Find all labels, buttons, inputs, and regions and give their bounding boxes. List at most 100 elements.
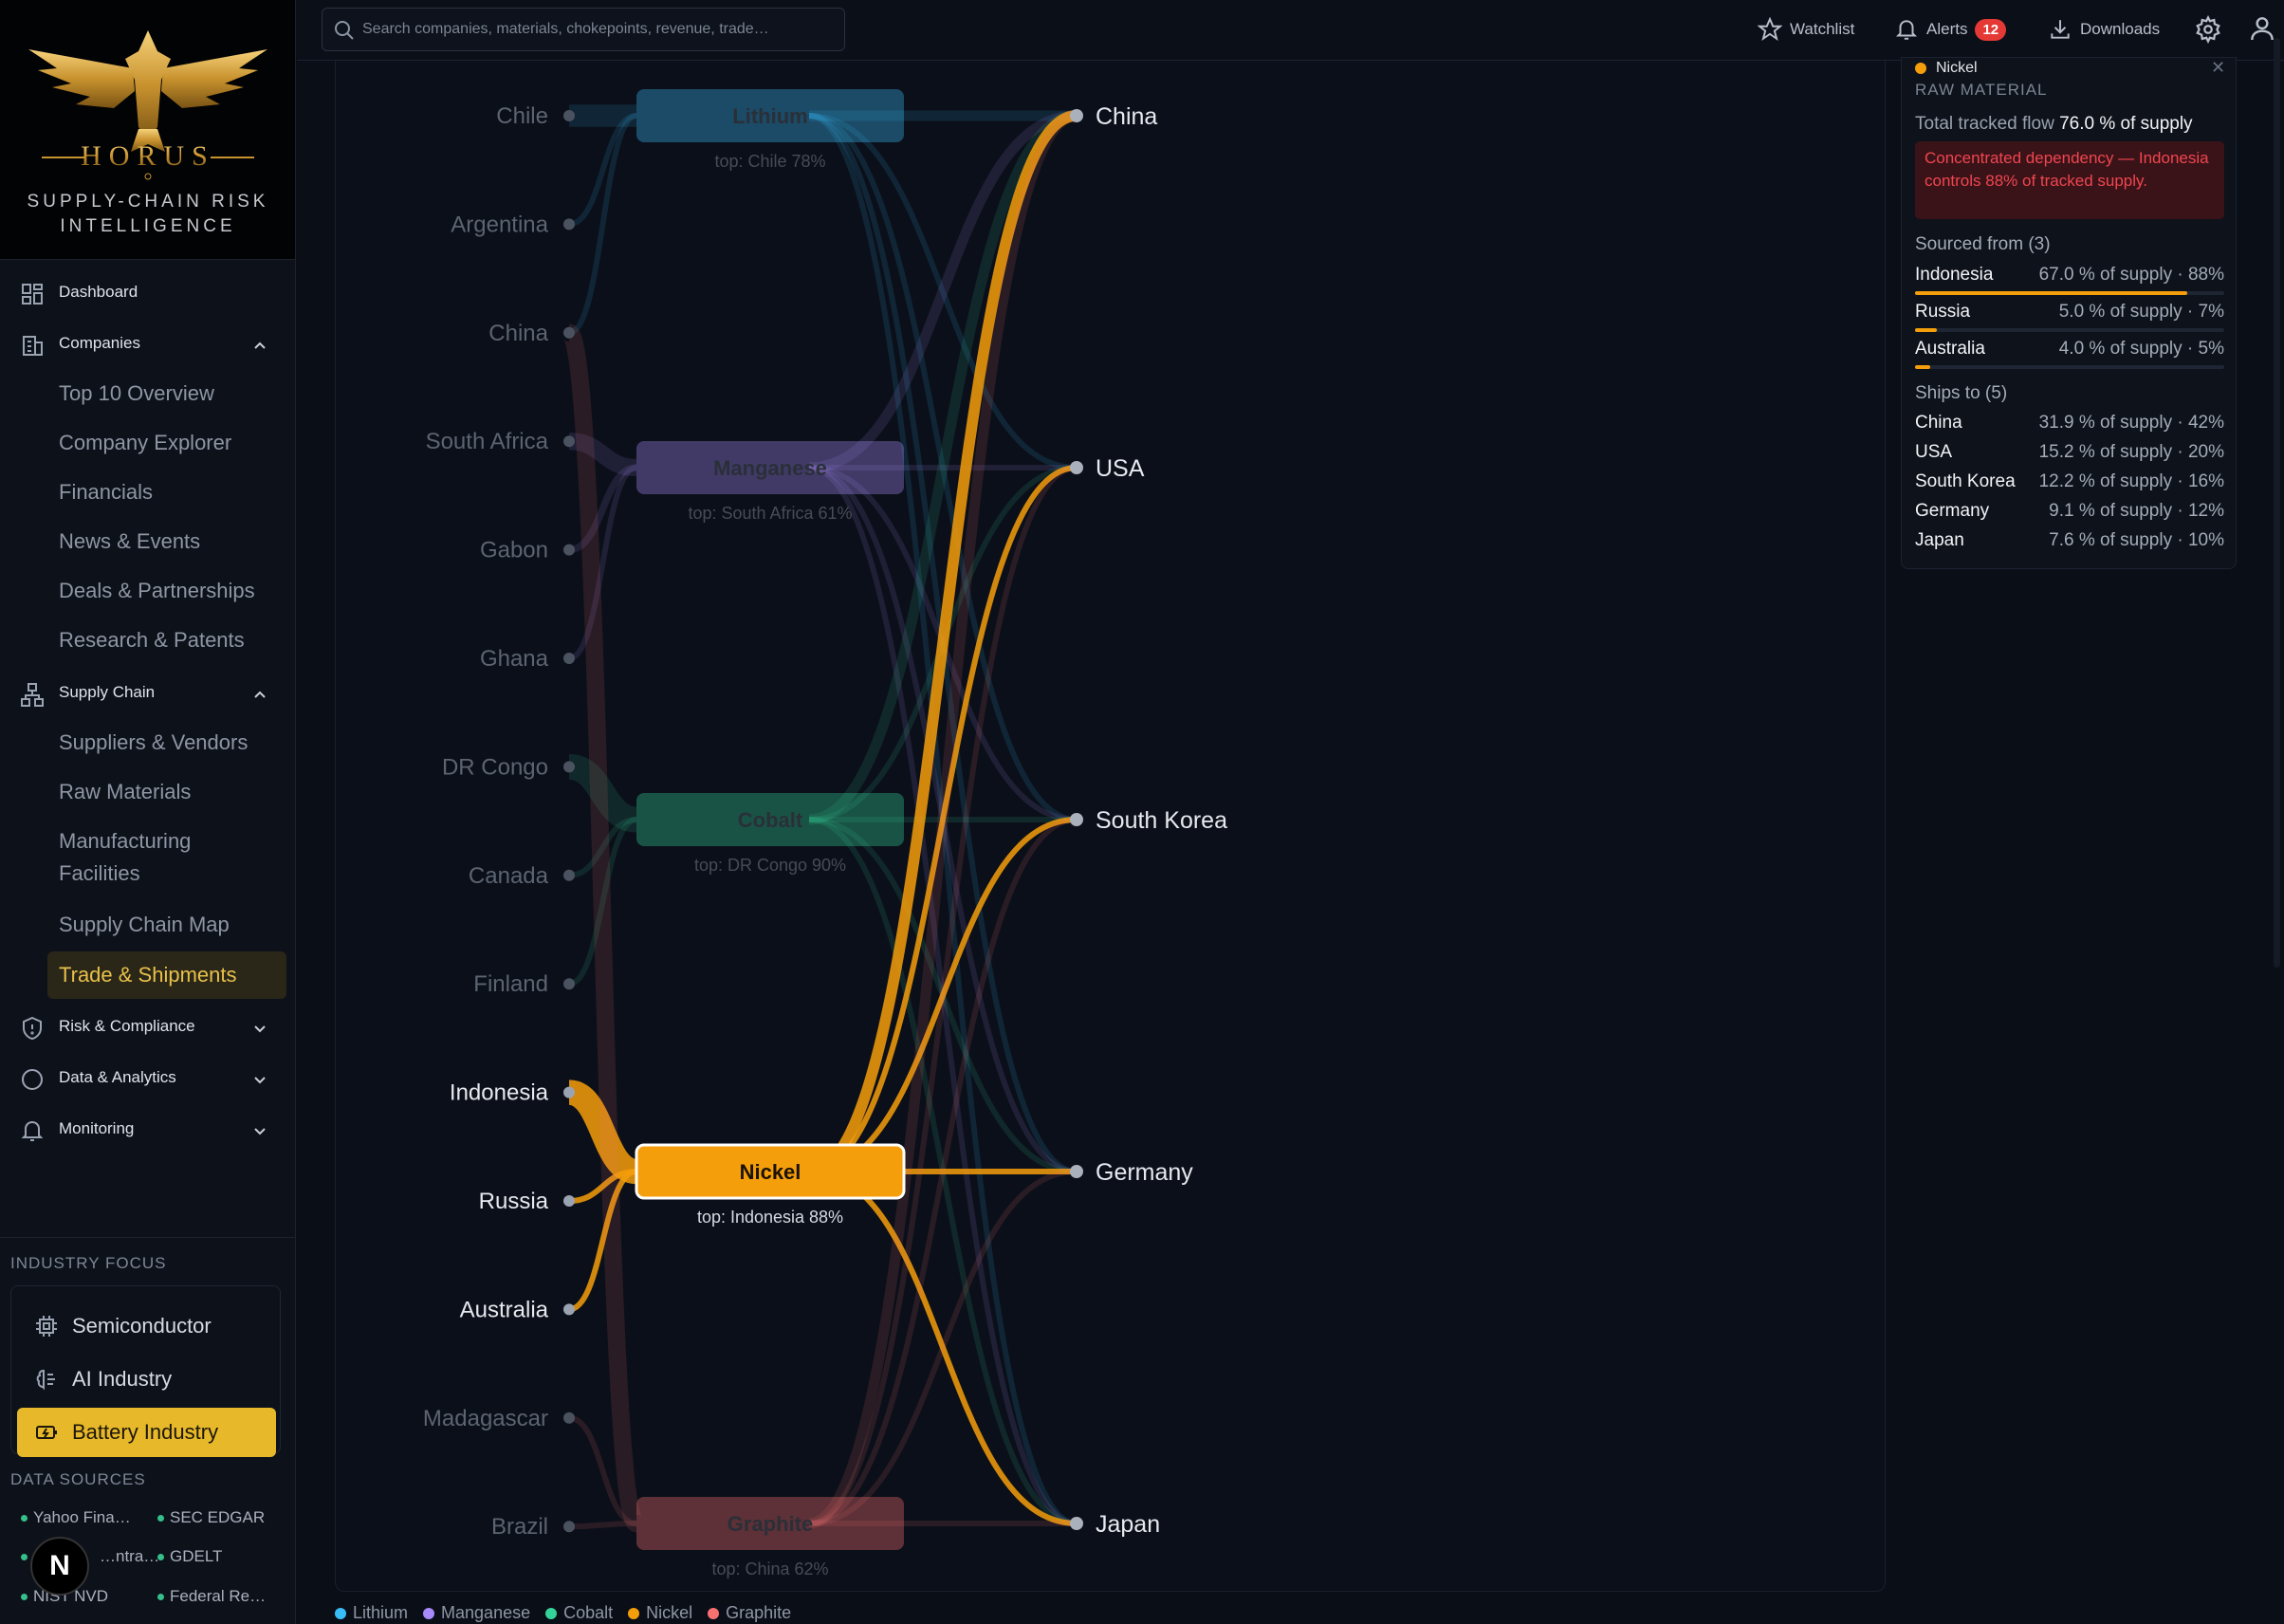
source-node-dot[interactable] bbox=[563, 326, 575, 339]
legend-item[interactable]: Nickel bbox=[628, 1603, 692, 1623]
data-source-federal-reserve[interactable]: Federal Re… bbox=[157, 1587, 266, 1606]
destination-node-label[interactable]: South Korea bbox=[1096, 807, 1227, 834]
destination-node-label[interactable]: Germany bbox=[1096, 1159, 1193, 1186]
nav-financials[interactable]: Financials bbox=[59, 480, 154, 504]
user-icon[interactable] bbox=[2247, 13, 2277, 44]
ships-row[interactable]: USA 15.2 % of supply · 20% bbox=[1915, 442, 2224, 465]
destination-node-label[interactable]: Japan bbox=[1096, 1511, 1160, 1538]
source-node-label[interactable]: South Africa bbox=[426, 429, 549, 454]
nav-manufacturing[interactable]: Manufacturing bbox=[59, 829, 192, 853]
supply-chain-sankey[interactable]: Chile Argentina China South Africa Gabon Ghan… bbox=[335, 61, 1886, 1597]
nav-risk-compliance[interactable]: Risk & Compliance bbox=[0, 1007, 296, 1045]
source-node-label[interactable]: Argentina bbox=[451, 212, 548, 237]
inflow-link[interactable] bbox=[560, 323, 646, 1533]
destination-node-dot[interactable] bbox=[1070, 1517, 1083, 1530]
source-node-dot[interactable] bbox=[563, 653, 575, 664]
outflow-link[interactable] bbox=[808, 113, 1078, 822]
legend-item[interactable]: Manganese bbox=[423, 1603, 530, 1623]
destination-node-dot[interactable] bbox=[1070, 1165, 1083, 1178]
destination-node-dot[interactable] bbox=[1070, 109, 1083, 122]
destination-node-dot[interactable] bbox=[1070, 813, 1083, 826]
outflow-link[interactable] bbox=[808, 817, 1078, 1526]
source-node-label[interactable]: Chile bbox=[496, 103, 548, 129]
next-badge[interactable]: N bbox=[30, 1537, 89, 1596]
industry-semiconductor[interactable]: Semiconductor bbox=[17, 1301, 276, 1351]
source-node-dot[interactable] bbox=[563, 1521, 575, 1533]
inflow-link[interactable] bbox=[568, 817, 637, 987]
inflow-link[interactable] bbox=[567, 753, 638, 833]
close-icon[interactable]: ✕ bbox=[2211, 58, 2226, 77]
inflow-link[interactable] bbox=[568, 1414, 637, 1526]
nav-supply-chain-map[interactable]: Supply Chain Map bbox=[59, 913, 230, 936]
material-node[interactable] bbox=[636, 441, 904, 494]
nav-dashboard[interactable]: Dashboard bbox=[0, 273, 296, 311]
inflow-link[interactable] bbox=[568, 465, 637, 661]
material-node[interactable] bbox=[636, 1497, 904, 1550]
nav-facilities[interactable]: Facilities bbox=[59, 861, 140, 885]
nav-supply-chain[interactable]: Supply Chain bbox=[0, 674, 296, 711]
outflow-link[interactable] bbox=[808, 113, 1078, 471]
nav-research-patents[interactable]: Research & Patents bbox=[59, 628, 245, 652]
material-node[interactable] bbox=[635, 1143, 906, 1200]
nav-raw-materials[interactable]: Raw Materials bbox=[59, 780, 192, 803]
source-node-dot[interactable] bbox=[563, 1412, 575, 1424]
ships-row[interactable]: China 31.9 % of supply · 42% bbox=[1915, 413, 2224, 435]
sourced-row[interactable]: Indonesia 67.0 % of supply · 88% bbox=[1915, 265, 2224, 287]
chevron-up-icon[interactable] bbox=[250, 685, 269, 704]
alerts-button[interactable]: Alerts 12 bbox=[1894, 13, 2007, 46]
data-source-gdelt[interactable]: GDELT bbox=[157, 1547, 222, 1566]
outflow-link[interactable] bbox=[808, 110, 1078, 825]
inflow-link[interactable] bbox=[566, 1080, 639, 1185]
industry-ai[interactable]: AI Industry bbox=[17, 1355, 276, 1404]
outflow-link[interactable] bbox=[808, 465, 1078, 1526]
source-node-dot[interactable] bbox=[563, 869, 575, 881]
source-node-label[interactable]: China bbox=[488, 321, 548, 346]
gear-icon[interactable] bbox=[2194, 15, 2222, 44]
nav-deals-partnerships[interactable]: Deals & Partnerships bbox=[59, 579, 255, 602]
material-node[interactable] bbox=[636, 793, 904, 846]
sourced-row[interactable]: Australia 4.0 % of supply · 5% bbox=[1915, 339, 2224, 361]
chevron-down-icon[interactable] bbox=[250, 1121, 269, 1140]
inflow-link[interactable] bbox=[568, 433, 637, 477]
source-node-label[interactable]: Canada bbox=[469, 863, 549, 889]
downloads-button[interactable]: Downloads bbox=[2048, 13, 2160, 46]
scrollbar[interactable] bbox=[2274, 38, 2280, 968]
outflow-link[interactable] bbox=[808, 110, 1078, 473]
source-node-label[interactable]: Finland bbox=[473, 971, 548, 997]
source-node-dot[interactable] bbox=[563, 110, 575, 121]
chevron-down-icon[interactable] bbox=[250, 1019, 269, 1038]
data-source-yahoo[interactable]: Yahoo Fina… bbox=[21, 1508, 131, 1527]
legend-item[interactable]: Graphite bbox=[708, 1603, 791, 1623]
ships-row[interactable]: Germany 9.1 % of supply · 12% bbox=[1915, 501, 2224, 524]
nav-companies[interactable]: Companies bbox=[0, 324, 296, 362]
nav-suppliers-vendors[interactable]: Suppliers & Vendors bbox=[59, 730, 249, 754]
nav-data-analytics[interactable]: Data & Analytics bbox=[0, 1059, 296, 1097]
outflow-link[interactable] bbox=[808, 465, 1078, 1174]
inflow-link[interactable] bbox=[568, 113, 637, 228]
source-node-dot[interactable] bbox=[563, 1195, 575, 1207]
inflow-link[interactable] bbox=[568, 113, 637, 336]
material-node[interactable] bbox=[636, 89, 904, 142]
source-node-label[interactable]: Gabon bbox=[480, 538, 548, 563]
outflow-link[interactable] bbox=[808, 110, 1078, 1177]
destination-node-dot[interactable] bbox=[1070, 461, 1083, 474]
source-node-dot[interactable] bbox=[563, 218, 575, 231]
destination-node-label[interactable]: China bbox=[1096, 103, 1157, 130]
source-node-label[interactable]: Australia bbox=[460, 1297, 549, 1322]
source-node-dot[interactable] bbox=[563, 761, 575, 773]
nav-top10-overview[interactable]: Top 10 Overview bbox=[59, 381, 214, 405]
source-node-label[interactable]: Madagascar bbox=[423, 1406, 548, 1431]
source-node-dot[interactable] bbox=[563, 1086, 575, 1098]
destination-node-label[interactable]: USA bbox=[1096, 455, 1145, 482]
nav-company-explorer[interactable]: Company Explorer bbox=[59, 431, 232, 454]
source-node-dot[interactable] bbox=[563, 978, 575, 990]
data-source-central[interactable]: …ntra… bbox=[21, 1547, 159, 1566]
ships-row[interactable]: Japan 7.6 % of supply · 10% bbox=[1915, 530, 2224, 553]
search-input[interactable] bbox=[362, 16, 837, 43]
source-node-label[interactable]: Ghana bbox=[480, 646, 549, 672]
watchlist-button[interactable]: Watchlist bbox=[1758, 13, 1854, 46]
chevron-down-icon[interactable] bbox=[250, 1070, 269, 1089]
nav-trade-shipments[interactable]: Trade & Shipments bbox=[47, 951, 286, 999]
ships-row[interactable]: South Korea 12.2 % of supply · 16% bbox=[1915, 471, 2224, 494]
source-node-label[interactable]: Brazil bbox=[491, 1514, 548, 1540]
